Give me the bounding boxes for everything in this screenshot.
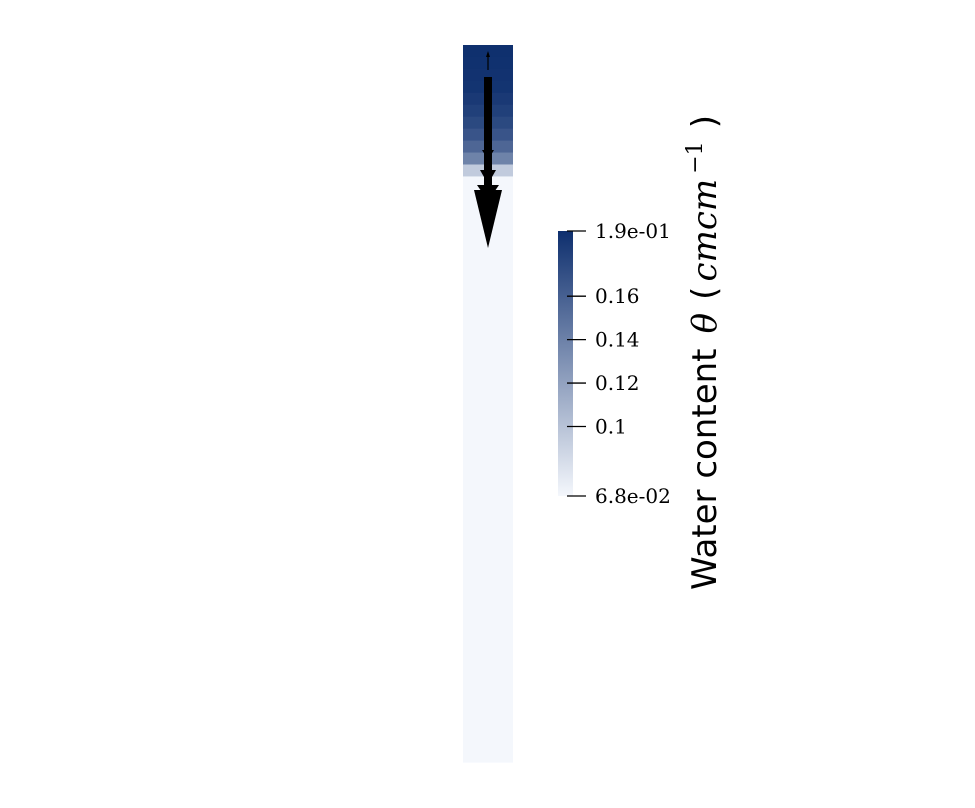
flux-arrows	[474, 51, 502, 248]
soil-cell	[463, 415, 513, 428]
soil-cell	[463, 319, 513, 333]
colorbar-tick-label: 6.8e-02	[595, 484, 671, 508]
soil-cell	[463, 284, 513, 297]
soil-cell	[463, 630, 513, 644]
soil-cell	[463, 738, 513, 751]
soil-cell	[463, 295, 513, 309]
soil-cell	[463, 379, 513, 393]
soil-cell	[463, 726, 513, 739]
colorbar	[558, 231, 573, 496]
flux-arrow-down	[474, 77, 502, 248]
colorbar-tick-label: 0.1	[595, 414, 627, 438]
soil-cell	[463, 534, 513, 548]
soil-cell	[463, 391, 513, 405]
soil-cell	[463, 582, 513, 596]
soil-cell	[463, 260, 513, 273]
soil-cell	[463, 642, 513, 656]
soil-cell	[463, 678, 513, 691]
soil-cell	[463, 403, 513, 417]
soil-cell	[463, 475, 513, 488]
soil-cell	[463, 499, 513, 512]
soil-cell	[463, 427, 513, 440]
soil-cell	[463, 523, 513, 536]
flux-arrow-shaft	[484, 77, 492, 187]
soil-cell	[463, 750, 513, 763]
flux-arrow-notch	[482, 150, 494, 160]
flux-arrow-notch	[480, 170, 496, 184]
colorbar-title: Water content θ ( cmcm −1 )	[683, 115, 725, 590]
soil-cell	[463, 68, 513, 82]
soil-cell	[463, 307, 513, 321]
soil-cell	[463, 439, 513, 452]
colorbar-tick-label: 0.16	[595, 284, 640, 308]
soil-cell	[463, 690, 513, 703]
colorbar-tick-label: 0.12	[595, 371, 640, 395]
soil-cell	[463, 248, 513, 261]
soil-cell	[463, 331, 513, 345]
soil-cell	[463, 702, 513, 715]
soil-cell	[463, 511, 513, 524]
soil-cell	[463, 606, 513, 620]
soil-cell	[463, 451, 513, 464]
colorbar-tick-label: 0.14	[595, 328, 640, 352]
soil-cell	[463, 558, 513, 572]
soil-cell	[463, 463, 513, 476]
soil-cell	[463, 355, 513, 369]
flux-arrow-head	[486, 51, 490, 57]
soil-cell	[463, 272, 513, 285]
flux-arrow-up	[486, 51, 490, 70]
soil-cell	[463, 666, 513, 679]
soil-cell	[463, 367, 513, 381]
soil-cell	[463, 714, 513, 727]
colorbar-tick-label: 1.9e-01	[595, 219, 671, 243]
soil-cell	[463, 594, 513, 608]
soil-cell	[463, 618, 513, 632]
soil-cell	[463, 487, 513, 500]
soil-cell	[463, 570, 513, 584]
soil-cell	[463, 654, 513, 667]
flux-arrow-head	[474, 190, 502, 248]
colorbar-ticks: 1.9e-01 0.16 0.14 0.12 0.1 6.8e-02	[567, 219, 671, 508]
soil-cell	[463, 343, 513, 357]
soil-cell	[463, 546, 513, 560]
